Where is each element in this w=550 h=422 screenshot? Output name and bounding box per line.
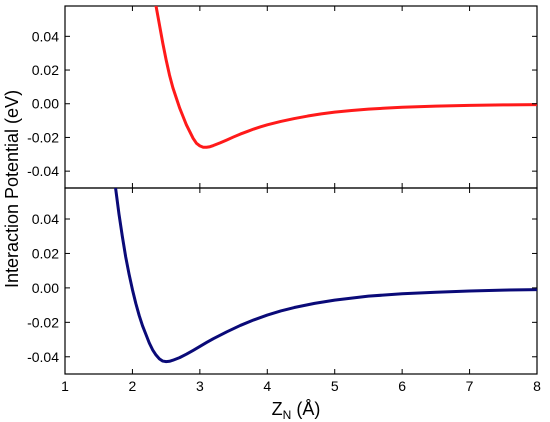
x-axis-label-main: Z — [272, 399, 283, 419]
x-tick-label: 5 — [331, 378, 339, 394]
x-tick-label: 2 — [129, 378, 137, 394]
tick-labels-layer: -0.04 -0.02 0.00 0.02 0.04 -0.04 -0.02 0.00 0.02… — [27, 28, 541, 394]
x-axis-label-subscript: N — [283, 408, 292, 422]
curves-layer — [114, 6, 537, 364]
x-axis-label-unit: (Å) — [291, 399, 320, 419]
panel-frame-bottom — [64, 187, 538, 375]
x-axis-label: ZN (Å) — [272, 399, 321, 422]
y-tick-label-top: 0.00 — [32, 96, 59, 112]
y-tick-label-bottom: 0.02 — [32, 245, 59, 261]
y-tick-label-top: -0.04 — [27, 163, 59, 179]
y-tick-label-bottom: 0.00 — [32, 280, 59, 296]
x-tick-label: 6 — [398, 378, 406, 394]
series-line-bottom-0 — [114, 188, 537, 364]
x-tick-label: 3 — [196, 378, 204, 394]
y-tick-label-bottom: -0.04 — [27, 349, 59, 365]
x-tick-label: 8 — [533, 378, 541, 394]
y-tick-label-bottom: -0.02 — [27, 314, 59, 330]
panel-frames — [64, 5, 538, 375]
series-line-top-0 — [154, 6, 537, 149]
x-tick-label: 4 — [263, 378, 271, 394]
x-tick-label: 1 — [61, 378, 69, 394]
x-tick-label: 7 — [466, 378, 474, 394]
y-axis-label: Interaction Potential (eV) — [2, 90, 22, 288]
y-tick-label-bottom: 0.04 — [32, 211, 59, 227]
y-tick-label-top: 0.02 — [32, 62, 59, 78]
panel-frame-top — [64, 5, 538, 189]
y-tick-label-top: -0.02 — [27, 129, 59, 145]
y-tick-label-top: 0.04 — [32, 28, 59, 44]
ticks-layer — [64, 6, 538, 374]
